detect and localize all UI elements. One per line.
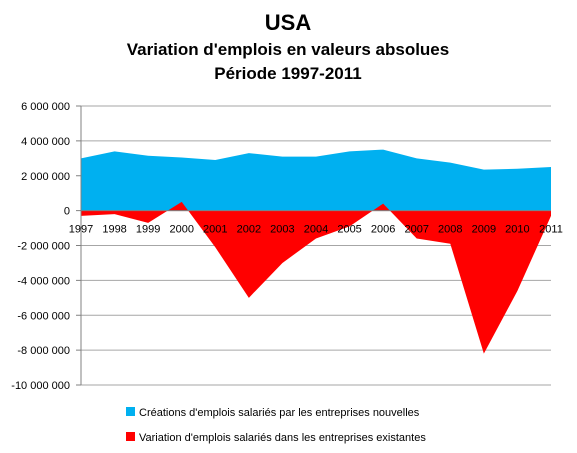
x-tick-label: 2010 xyxy=(505,224,529,236)
x-tick-label: 2008 xyxy=(438,224,462,236)
y-tick-label: 4 000 000 xyxy=(21,136,70,148)
y-tick-label: 0 xyxy=(64,206,70,218)
x-tick-label: 1997 xyxy=(69,224,93,236)
legend-swatch-variation xyxy=(126,432,135,441)
x-tick-label: 2001 xyxy=(203,224,227,236)
axes xyxy=(76,105,551,386)
y-tick-label: 6 000 000 xyxy=(21,101,70,113)
x-tick-label: 2000 xyxy=(169,224,193,236)
plot-areas xyxy=(81,149,551,354)
x-tick-labels: 1997 1998 1999 2000 2001 2002 2003 2004 2005 2006… xyxy=(69,224,563,236)
y-tick-label: -2 000 000 xyxy=(17,241,70,253)
area-series-variation xyxy=(81,201,551,354)
x-tick-label: 1999 xyxy=(136,224,160,236)
y-tick-label: 2 000 000 xyxy=(21,171,70,183)
chart-subtitle-line-2: Période 1997-2011 xyxy=(214,64,361,83)
x-tick-label: 2004 xyxy=(304,224,328,236)
x-tick-label: 2006 xyxy=(371,224,395,236)
y-tick-label: -10 000 000 xyxy=(11,380,70,392)
y-tick-label: -8 000 000 xyxy=(17,345,70,357)
chart-title: USA xyxy=(265,10,312,35)
y-tick-labels: 6 000 000 4 000 000 2 000 000 0 -2 000 000 -4… xyxy=(11,101,70,392)
x-tick-label: 2002 xyxy=(237,224,261,236)
x-tick-label: 2009 xyxy=(472,224,496,236)
area-series-creations xyxy=(81,149,551,211)
legend-label-creations: Créations d'emplois salariés par les ent… xyxy=(139,407,420,419)
legend-label-variation: Variation d'emplois salariés dans les en… xyxy=(139,432,426,444)
x-tick-label: 2007 xyxy=(404,224,428,236)
x-tick-label: 2005 xyxy=(337,224,361,236)
legend: Créations d'emplois salariés par les ent… xyxy=(126,407,426,444)
x-tick-label: 1998 xyxy=(102,224,126,236)
y-tick-label: -4 000 000 xyxy=(17,275,70,287)
x-tick-label: 2011 xyxy=(539,224,563,236)
chart-subtitle-line-1: Variation d'emplois en valeurs absolues xyxy=(127,40,449,59)
x-tick-label: 2003 xyxy=(270,224,294,236)
y-tick-label: -6 000 000 xyxy=(17,310,70,322)
legend-swatch-creations xyxy=(126,407,135,416)
